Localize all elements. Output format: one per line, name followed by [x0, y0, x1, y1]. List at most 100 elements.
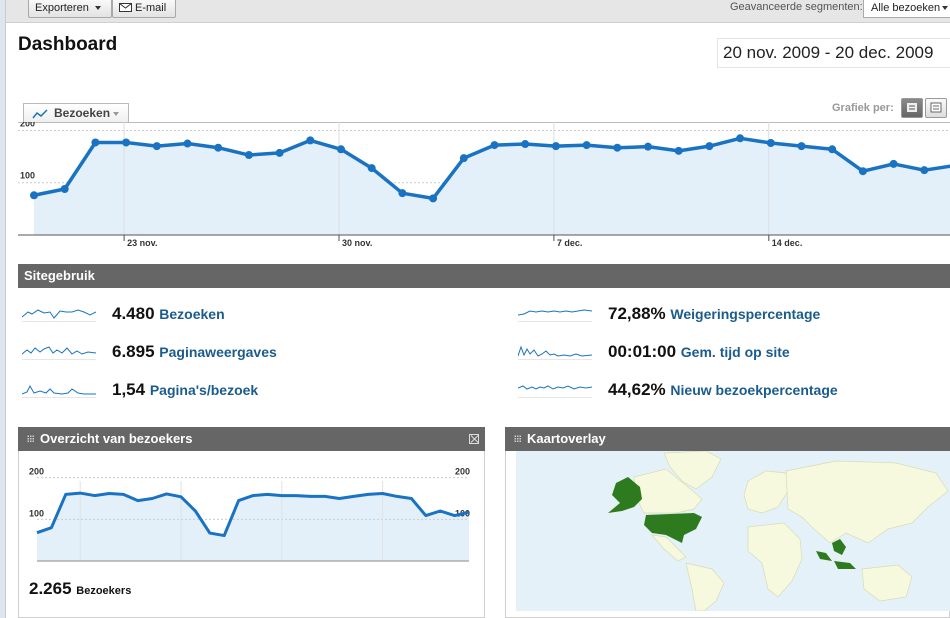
segments-select[interactable]: Alle bezoeken: [863, 0, 950, 18]
visits-data-point: [797, 142, 806, 151]
map-land-mexico: [651, 534, 687, 562]
visitors-panel-header[interactable]: Overzicht van bezoekers: [18, 427, 485, 451]
stat-label-link[interactable]: Gem. tijd op site: [680, 344, 790, 360]
world-map[interactable]: [516, 451, 950, 611]
visits-data-point: [858, 167, 867, 176]
map-land-europe: [743, 470, 789, 514]
y-tick-label-right: 200: [455, 467, 470, 477]
map-panel-title: Kaartoverlay: [527, 431, 606, 446]
stat-value: 4.480 Bezoeken: [112, 304, 225, 324]
map-land-greenland: [663, 451, 722, 490]
day-view-icon: [907, 103, 917, 112]
map-region-southeast-asia: [816, 539, 856, 569]
view-week-button[interactable]: [925, 98, 947, 118]
date-range-picker[interactable]: 20 nov. 2009 - 20 dec. 2009: [717, 38, 950, 68]
visits-data-point: [429, 194, 438, 203]
visits-data-point: [398, 189, 407, 198]
visits-data-point: [920, 166, 929, 175]
stat-value: 72,88% Weigeringspercentage: [608, 304, 820, 324]
graph-by-label: Grafiek per:: [832, 102, 894, 114]
drag-handle-icon[interactable]: [27, 435, 34, 443]
visits-data-point: [736, 134, 745, 143]
visits-data-point: [674, 146, 683, 155]
visits-data-point: [275, 148, 284, 157]
stat-label-link[interactable]: Weigeringspercentage: [670, 306, 821, 322]
y-tick-label-left: 100: [29, 508, 44, 518]
visitors-series-line: [36, 491, 470, 538]
sparkline-pages-per-visit[interactable]: [22, 382, 96, 398]
x-tick-label: 23 nov.: [127, 238, 157, 248]
stat-number: 44,62%: [608, 380, 666, 399]
visits-data-point: [705, 142, 714, 151]
stat-label-link[interactable]: Nieuw bezoekpercentage: [670, 382, 838, 398]
visitors-panel-title: Overzicht van bezoekers: [40, 431, 193, 446]
visits-data-point: [490, 141, 499, 150]
visits-data-point: [582, 141, 591, 150]
metric-selector[interactable]: Bezoeken: [23, 103, 129, 123]
visits-data-point: [152, 142, 161, 151]
export-button[interactable]: Exporteren: [28, 0, 112, 18]
visits-data-point: [30, 191, 38, 200]
sparkline-pageviews[interactable]: [22, 344, 96, 360]
visits-data-point: [91, 138, 100, 147]
week-view-icon: [930, 102, 942, 113]
email-button[interactable]: E-mail: [112, 0, 176, 18]
stat-value: 00:01:00 Gem. tijd op site: [608, 342, 790, 362]
stat-label-link[interactable]: Pagina's/bezoek: [149, 382, 259, 398]
map-land-africa: [747, 522, 803, 598]
y-tick-label-left: 200: [29, 467, 44, 477]
map-panel-body: [505, 451, 950, 618]
stat-number: 72,88%: [608, 304, 666, 323]
segments-label: Geavanceerde segmenten:: [730, 1, 863, 13]
envelope-icon: [119, 3, 132, 12]
visits-area-fill: [34, 138, 950, 235]
stat-number: 4.480: [112, 304, 155, 323]
close-icon[interactable]: [469, 434, 479, 444]
sparkline-new-visits[interactable]: [518, 382, 592, 398]
visits-data-point: [337, 145, 345, 154]
chevron-down-icon: [942, 6, 948, 10]
map-region-alaska: [608, 477, 642, 513]
map-land-australia: [861, 564, 913, 602]
metric-selector-label: Bezoeken: [54, 106, 111, 120]
sparkline-avg-time[interactable]: [518, 344, 592, 360]
site-usage-header: Sitegebruik: [18, 264, 950, 288]
sparkline-visits[interactable]: [22, 306, 96, 322]
visits-data-point: [244, 151, 253, 160]
visitors-count-value: 2.265: [29, 579, 72, 598]
visitors-count: 2.265 Bezoekers: [29, 579, 131, 599]
page-title: Dashboard: [18, 34, 118, 55]
visits-data-point: [367, 164, 376, 173]
visits-data-point: [828, 145, 837, 154]
visitors-count-label: Bezoekers: [76, 585, 132, 597]
map-region-usa: [644, 513, 702, 543]
visits-data-point: [306, 136, 315, 145]
sparkline-bounce-rate[interactable]: [518, 306, 592, 322]
visits-data-point: [644, 142, 652, 151]
stat-number: 00:01:00: [608, 342, 677, 361]
y-tick-label: 200: [20, 122, 35, 128]
stat-value: 6.895 Paginaweergaves: [112, 342, 277, 362]
visits-data-point: [766, 139, 775, 147]
visits-data-point: [183, 139, 192, 148]
export-label: Exporteren: [35, 2, 89, 14]
segments-value: Alle bezoeken: [871, 2, 941, 14]
view-day-button[interactable]: [901, 98, 923, 118]
stat-value: 44,62% Nieuw bezoekpercentage: [608, 380, 838, 400]
visits-data-point: [60, 185, 69, 193]
chevron-down-icon: [94, 6, 101, 11]
visits-data-point: [459, 154, 468, 163]
stat-label-link[interactable]: Paginaweergaves: [159, 344, 277, 360]
visits-data-point: [214, 143, 223, 152]
visits-data-point: [122, 138, 131, 147]
y-tick-label: 100: [20, 171, 35, 181]
chevron-down-icon: [113, 112, 119, 116]
visits-data-point: [613, 143, 622, 152]
map-land-south-america: [685, 562, 725, 611]
visits-line-chart: 100 200 23 nov. 30 nov. 7 dec. 14 dec.: [18, 122, 950, 248]
map-land-canada: [633, 468, 703, 514]
stat-label-link[interactable]: Bezoeken: [159, 306, 225, 322]
map-panel-header[interactable]: Kaartoverlay: [505, 427, 950, 451]
drag-handle-icon[interactable]: [514, 435, 521, 443]
